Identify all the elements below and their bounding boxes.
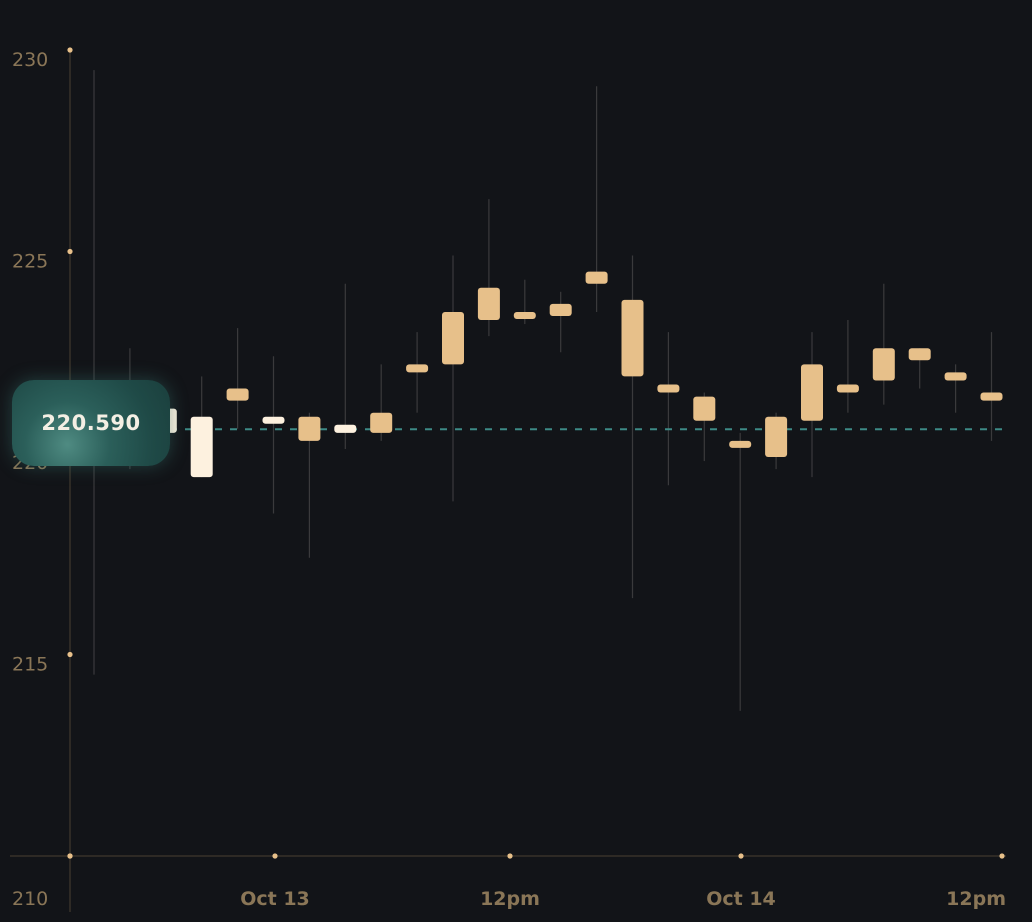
candle-body <box>836 384 859 393</box>
x-tick-dot <box>507 853 513 859</box>
last-price-label: 220.590 <box>41 411 141 435</box>
candle-body <box>370 412 393 433</box>
candle-body <box>549 303 572 316</box>
candle-body <box>513 311 536 319</box>
candle-body <box>872 348 895 381</box>
x-tick-dot <box>272 853 278 859</box>
y-tick-dot <box>67 248 73 255</box>
y-tick-label: 230 <box>12 49 48 71</box>
candle-body <box>801 364 823 421</box>
x-tick-label: 12pm <box>480 888 540 910</box>
last-price-badge: 220.590 <box>12 380 170 466</box>
candle-body <box>621 299 644 377</box>
candle-body <box>442 311 464 365</box>
candle-body <box>190 416 213 478</box>
candle-body <box>406 364 429 373</box>
candle-body <box>334 424 357 433</box>
x-tick-label: Oct 14 <box>706 888 776 910</box>
x-tick-dot <box>738 853 744 859</box>
y-tick-label: 225 <box>12 251 48 273</box>
y-tick-dot <box>67 47 73 53</box>
x-tick-label: Oct 13 <box>240 888 310 910</box>
candle-body <box>657 384 680 393</box>
candle-body <box>908 348 931 361</box>
candle-body <box>765 416 788 458</box>
candle-body <box>944 372 967 381</box>
y-tick-label: 210 <box>12 888 48 910</box>
candle-body <box>298 416 321 441</box>
candle-body <box>226 388 249 401</box>
candle-body <box>693 396 716 421</box>
candle-body <box>262 416 285 424</box>
candle-body <box>477 287 500 321</box>
x-tick-label: 12pm <box>946 888 1006 910</box>
candle-body <box>585 271 608 284</box>
x-tick-dot <box>999 853 1005 859</box>
candle-body <box>980 392 1003 401</box>
y-tick-dot <box>67 651 73 658</box>
y-tick-label: 215 <box>12 654 48 676</box>
candle-body <box>729 440 752 448</box>
x-tick-dot <box>67 853 73 859</box>
